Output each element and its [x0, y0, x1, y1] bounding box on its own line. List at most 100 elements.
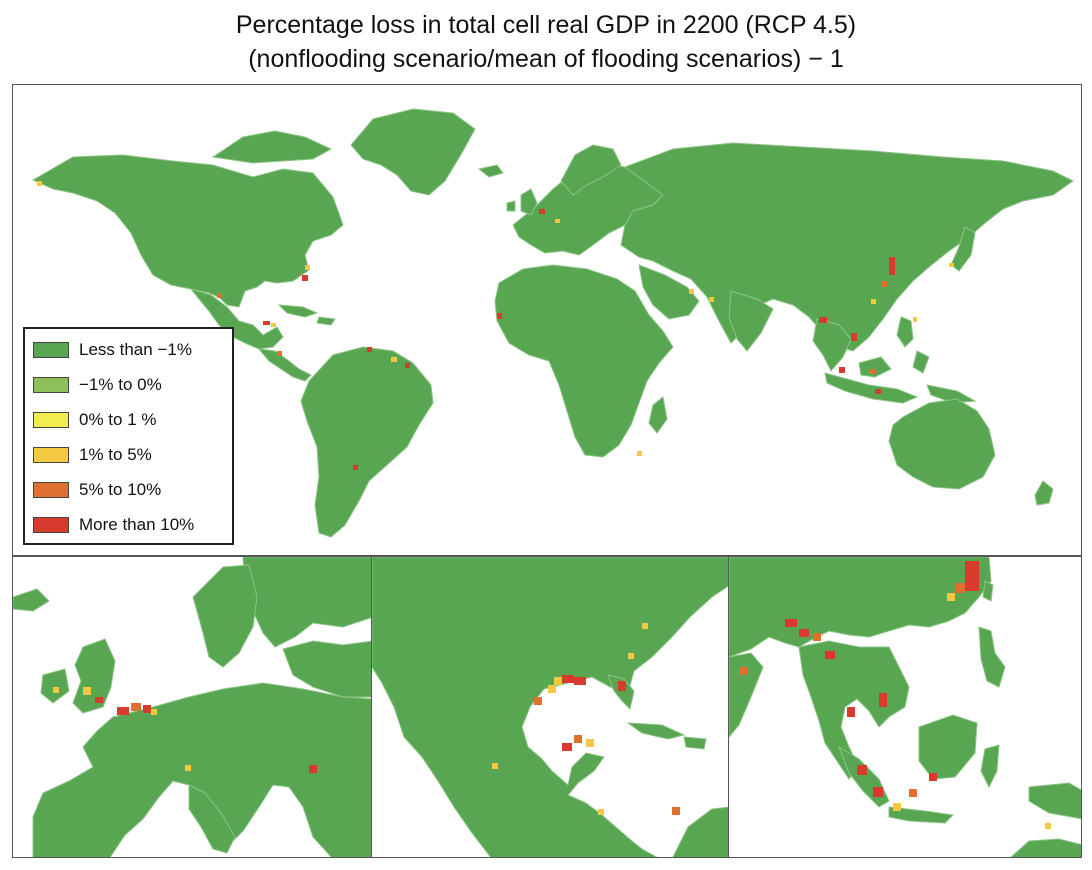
usa-land — [372, 557, 728, 857]
southeast-asia-inset-map — [728, 556, 1082, 858]
loss-cell — [965, 561, 979, 591]
coastal-loss-markers — [739, 561, 1051, 829]
coastal-loss-markers — [53, 687, 317, 773]
loss-cell — [277, 351, 282, 356]
loss-cell — [497, 313, 502, 319]
loss-cell — [893, 803, 901, 811]
legend-item: −1% to 0% — [33, 374, 162, 396]
north-america-inset-map — [371, 556, 729, 858]
loss-cell — [554, 677, 562, 685]
australia-land — [888, 398, 996, 490]
indonesia-islands — [824, 350, 977, 404]
asia-land — [620, 142, 1074, 352]
loss-cell — [574, 677, 586, 685]
australia-land — [1010, 838, 1081, 857]
iceland-land — [477, 164, 504, 178]
british-isles-land — [506, 188, 538, 216]
india-land — [728, 290, 774, 352]
legend-label: Less than −1% — [79, 340, 192, 359]
loss-cell — [913, 317, 917, 322]
new-guinea-land — [1028, 782, 1081, 820]
africa-land — [494, 264, 674, 458]
legend: Less than −1% −1% to 0% 0% to 1 % 1% to … — [23, 327, 234, 545]
loss-cell — [353, 465, 358, 470]
scandinavia-land — [560, 144, 622, 196]
india-land — [729, 652, 764, 738]
loss-cell — [555, 219, 560, 223]
loss-cell — [185, 765, 191, 771]
south-america-land — [300, 346, 434, 538]
coastal-loss-markers — [37, 181, 954, 470]
loss-cell — [873, 787, 883, 797]
loss-cell — [367, 347, 372, 352]
loss-cell — [271, 323, 276, 327]
new-zealand-land — [1034, 480, 1054, 506]
loss-cell — [889, 257, 895, 275]
north-america-inset-svg — [372, 557, 728, 857]
greenland-land — [350, 108, 476, 196]
loss-cell — [947, 593, 955, 601]
scandinavia-land — [242, 557, 371, 648]
sulawesi-land — [980, 744, 1000, 789]
great-britain-land — [72, 638, 116, 714]
loss-cell — [1045, 823, 1051, 829]
legend-item: 1% to 5% — [33, 444, 152, 466]
norway-sweden-land — [192, 564, 258, 668]
legend-swatch — [33, 342, 69, 358]
southeast-asia-peninsula — [812, 318, 852, 372]
chart-title-line-2: (nonflooding scenario/mean of flooding s… — [248, 45, 844, 73]
loss-cell — [598, 809, 604, 815]
north-america-land — [31, 154, 344, 308]
loss-cell — [825, 651, 835, 659]
loss-cell — [53, 687, 59, 693]
loss-cell — [562, 743, 572, 751]
loss-cell — [637, 451, 642, 456]
loss-cell — [851, 333, 857, 341]
loss-cell — [869, 369, 875, 374]
loss-cell — [642, 623, 648, 629]
borneo-land — [918, 714, 978, 780]
loss-cell — [143, 705, 151, 713]
loss-cell — [857, 765, 867, 775]
loss-cell — [739, 667, 747, 675]
loss-cell — [309, 765, 317, 773]
finland-baltic-land — [282, 640, 371, 698]
chart-title-line-1: Percentage loss in total cell real GDP i… — [235, 11, 857, 39]
loss-cell — [305, 265, 310, 270]
loss-cell — [672, 807, 680, 815]
legend-item: Less than −1% — [33, 339, 192, 361]
loss-cell — [548, 685, 556, 693]
canada-arctic-islands — [211, 130, 333, 164]
loss-cell — [879, 693, 887, 707]
loss-cell — [391, 357, 397, 362]
loss-cell — [847, 707, 855, 717]
loss-cell — [871, 299, 876, 304]
legend-swatch — [33, 517, 69, 533]
cuba-land — [626, 722, 686, 740]
loss-cell — [929, 773, 937, 781]
legend-swatch — [33, 412, 69, 428]
arabia-land — [638, 264, 700, 320]
loss-cell — [562, 675, 574, 683]
sumatra-land — [838, 745, 890, 808]
loss-cell — [839, 367, 845, 373]
loss-cell — [37, 181, 42, 186]
loss-cell — [819, 317, 827, 323]
loss-cell — [117, 707, 129, 715]
loss-cell — [302, 275, 308, 281]
hispaniola-land — [683, 736, 707, 750]
legend-label: More than 10% — [79, 515, 195, 534]
loss-cell — [263, 321, 270, 325]
legend-label: 0% to 1 % — [79, 410, 157, 429]
loss-cell — [955, 583, 965, 593]
florida-land — [607, 674, 635, 710]
central-america-land — [257, 348, 312, 382]
philippines-land — [978, 626, 1006, 688]
loss-cell — [83, 687, 91, 695]
legend-item: 0% to 1 % — [33, 409, 157, 431]
mexico-land — [189, 288, 284, 350]
loss-cell — [217, 293, 222, 298]
loss-cell — [95, 697, 103, 703]
south-america-land — [672, 806, 728, 857]
loss-cell — [151, 709, 157, 715]
